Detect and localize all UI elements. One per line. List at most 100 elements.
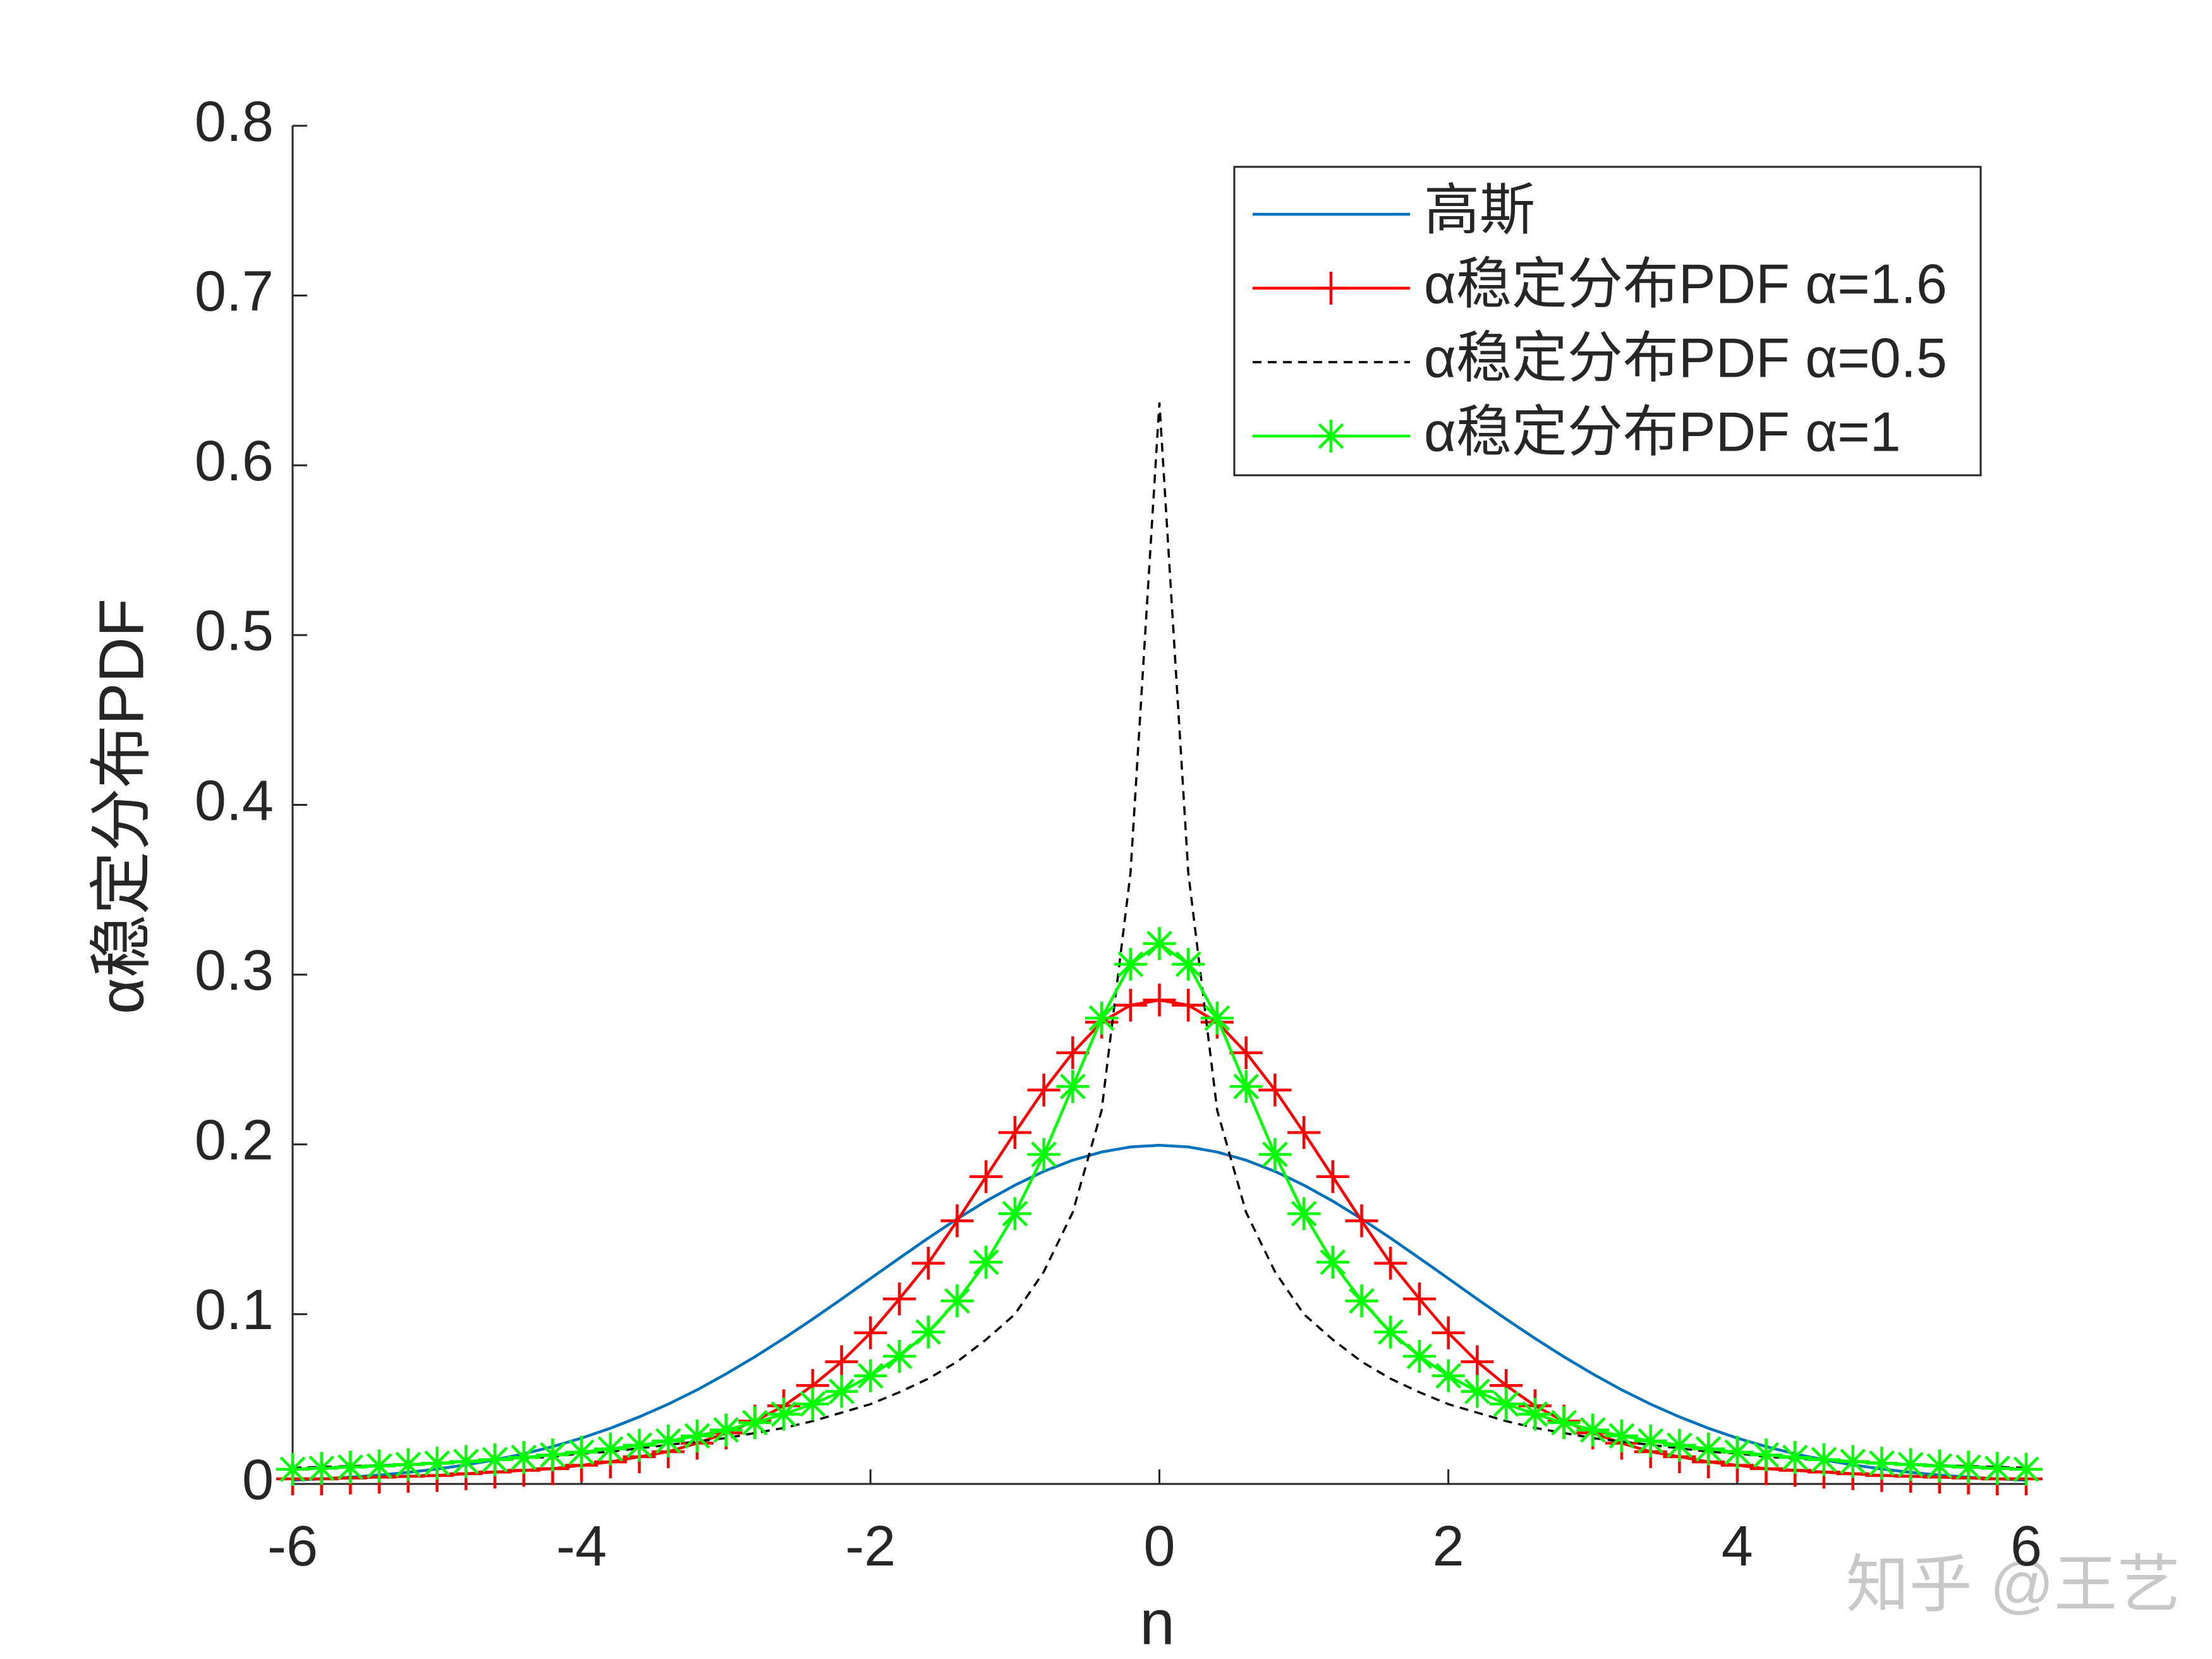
marker-stroke	[1406, 1343, 1433, 1370]
marker	[1315, 272, 1347, 305]
marker	[1720, 1435, 1754, 1469]
marker	[969, 1160, 1003, 1193]
marker-stroke	[915, 1319, 942, 1345]
marker-stroke	[1060, 1073, 1086, 1100]
marker-stroke	[1926, 1453, 1953, 1479]
marker	[1807, 1443, 1840, 1476]
marker-stroke	[366, 1453, 392, 1479]
marker	[1229, 1036, 1263, 1069]
marker-stroke	[1377, 1319, 1404, 1345]
marker-stroke	[1320, 1249, 1346, 1275]
marker	[1143, 927, 1176, 960]
marker	[1200, 1001, 1234, 1035]
marker	[1490, 1387, 1523, 1421]
marker	[1229, 1070, 1263, 1103]
marker	[478, 1443, 512, 1476]
marker-stroke	[1204, 1005, 1231, 1031]
marker	[565, 1435, 599, 1469]
marker	[1056, 1070, 1090, 1103]
marker-stroke	[279, 1456, 306, 1483]
marker-stroke	[829, 1378, 854, 1404]
marker	[825, 1375, 858, 1408]
y-tick-label: 0	[242, 1449, 274, 1512]
y-tick-label: 0.8	[195, 90, 274, 154]
marker	[1258, 1138, 1292, 1171]
marker	[1663, 1428, 1696, 1462]
marker-stroke	[626, 1432, 652, 1459]
marker	[1865, 1447, 1899, 1480]
marker	[1374, 1246, 1407, 1280]
marker-stroke	[1349, 1288, 1375, 1314]
marker	[998, 1115, 1031, 1149]
marker	[1402, 1282, 1436, 1316]
marker-stroke	[886, 1343, 913, 1370]
marker	[449, 1445, 483, 1478]
legend-label: α稳定分布PDF α=1	[1424, 400, 1901, 463]
y-tick-label: 0.5	[195, 600, 274, 663]
marker-stroke	[799, 1391, 826, 1417]
marker	[940, 1284, 974, 1318]
y-tick-label: 0.2	[195, 1109, 274, 1172]
legend-box	[1233, 166, 1982, 477]
marker	[420, 1447, 454, 1480]
series-line	[293, 999, 2026, 1481]
marker-stroke	[1840, 1449, 1866, 1474]
marker	[363, 1449, 396, 1483]
marker	[1634, 1425, 1667, 1458]
marker	[854, 1359, 887, 1392]
marker	[1258, 1073, 1292, 1107]
x-axis-label: n	[1139, 1587, 1175, 1658]
marker-stroke	[1667, 1432, 1692, 1459]
marker-stroke	[1146, 930, 1172, 957]
marker-stroke	[1175, 951, 1201, 978]
marker-stroke	[1869, 1450, 1895, 1476]
marker	[1114, 988, 1147, 1022]
marker	[1461, 1345, 1494, 1378]
marker-stroke	[1493, 1391, 1519, 1417]
marker	[1316, 1160, 1349, 1193]
marker	[1085, 1001, 1119, 1035]
marker-stroke	[1031, 1141, 1057, 1167]
marker-stroke	[1551, 1409, 1577, 1436]
marker	[2010, 1452, 2043, 1486]
marker	[1027, 1138, 1060, 1171]
marker	[1576, 1413, 1610, 1447]
marker	[911, 1315, 945, 1349]
marker	[1923, 1449, 1956, 1483]
marker	[1692, 1432, 1725, 1466]
x-tick-label: -6	[267, 1515, 318, 1578]
marker-stroke	[713, 1417, 739, 1443]
marker-stroke	[337, 1454, 363, 1480]
marker-stroke	[1782, 1444, 1808, 1471]
marker-stroke	[1262, 1141, 1288, 1167]
marker	[652, 1425, 685, 1458]
marker-stroke	[453, 1449, 479, 1474]
marker-stroke	[944, 1288, 970, 1314]
marker	[1402, 1339, 1436, 1373]
marker-stroke	[1117, 951, 1144, 978]
marker-stroke	[1984, 1455, 2010, 1481]
marker	[738, 1406, 772, 1440]
marker-stroke	[1464, 1378, 1490, 1404]
y-tick-label: 0.6	[195, 430, 274, 493]
marker	[1836, 1445, 1869, 1478]
marker	[1345, 1284, 1378, 1318]
marker	[825, 1345, 858, 1378]
marker	[1981, 1452, 2014, 1485]
marker	[536, 1438, 569, 1472]
marker	[709, 1413, 743, 1447]
y-tick-label: 0.3	[195, 939, 274, 1002]
marker	[1287, 1197, 1321, 1231]
marker-stroke	[1318, 423, 1344, 449]
legend-label: α稳定分布PDF α=0.5	[1424, 326, 1947, 389]
marker	[1431, 1316, 1465, 1349]
marker	[1172, 988, 1205, 1022]
marker-stroke	[655, 1428, 681, 1454]
marker-stroke	[684, 1423, 710, 1449]
marker	[1316, 1246, 1349, 1279]
marker	[305, 1452, 338, 1485]
marker	[1894, 1448, 1928, 1481]
marker	[1547, 1406, 1581, 1440]
marker	[1431, 1359, 1465, 1392]
